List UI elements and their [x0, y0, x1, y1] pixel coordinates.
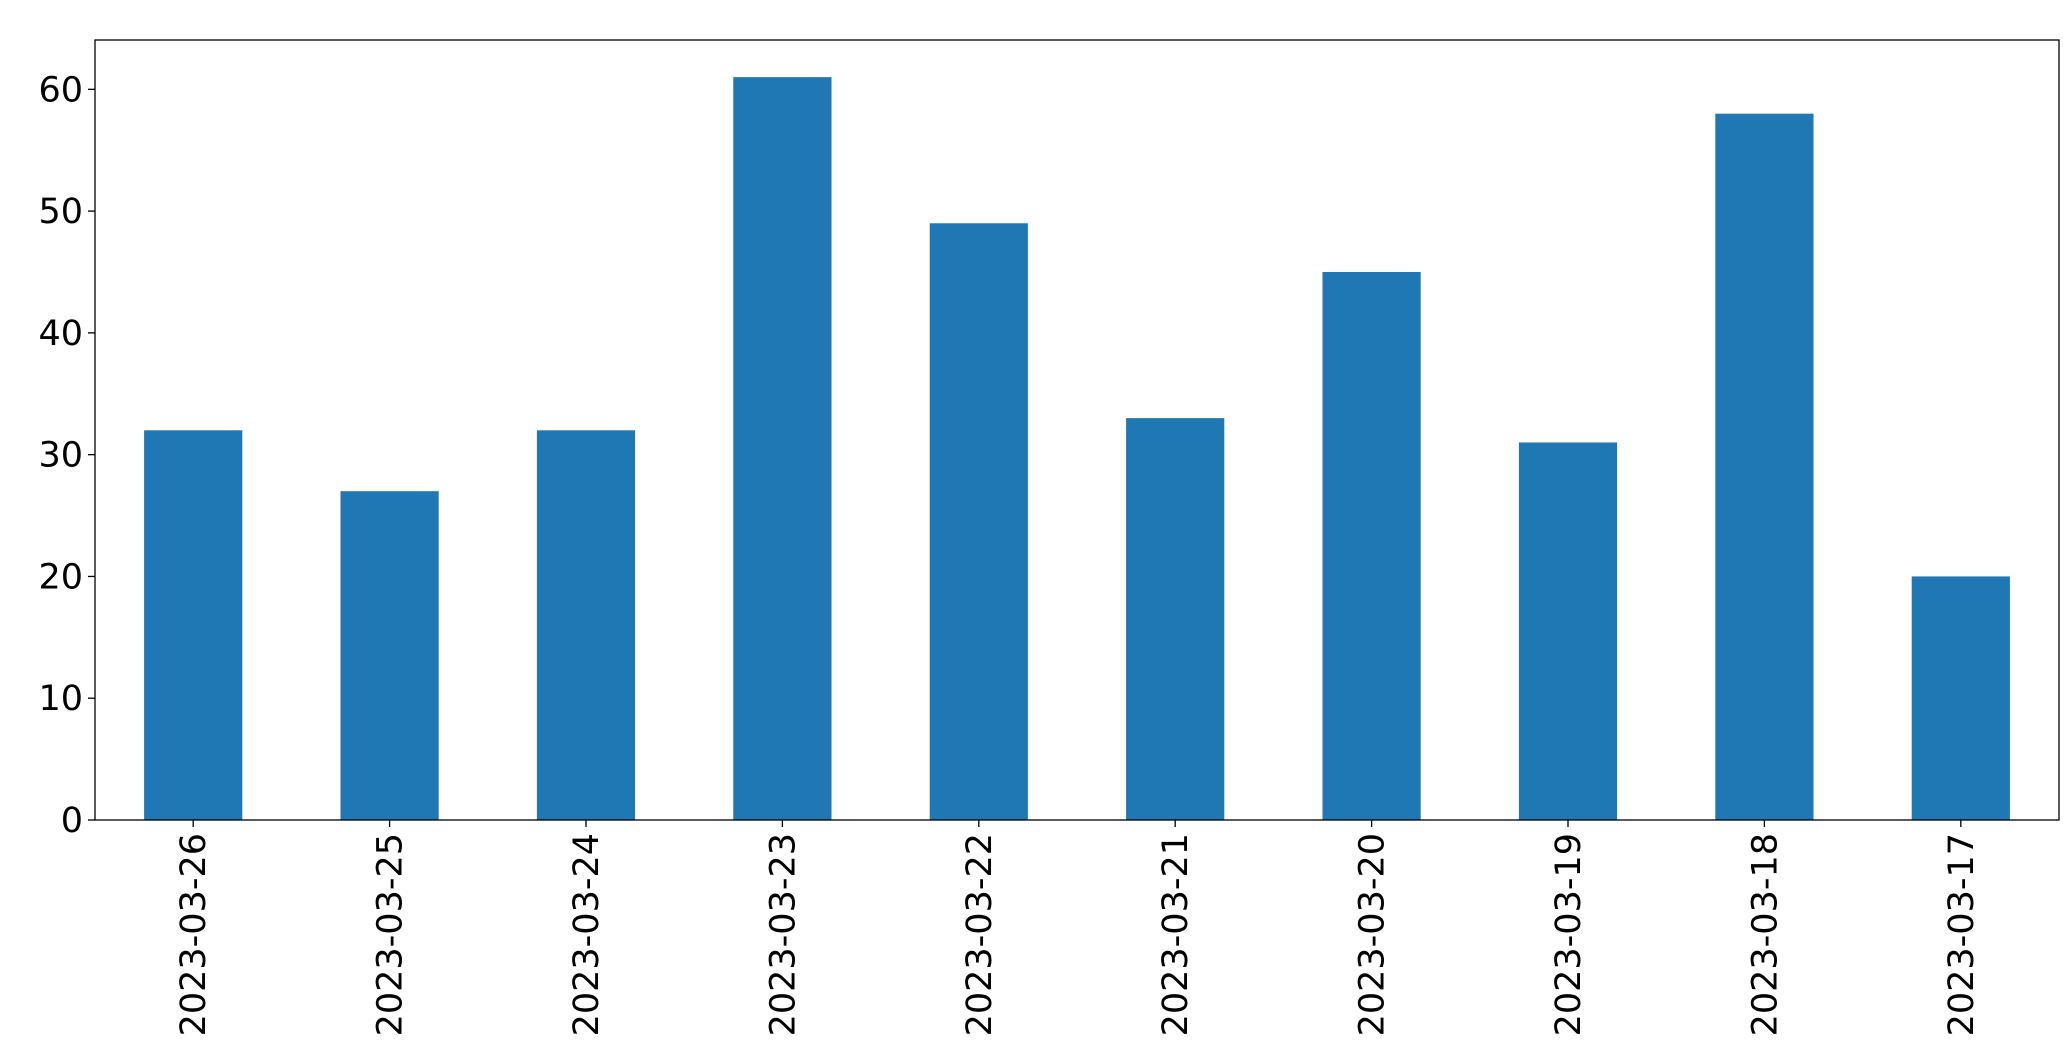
bar — [340, 491, 439, 820]
x-tick-label: 2023-03-21 — [1156, 833, 1196, 1036]
x-tick-label: 2023-03-25 — [371, 833, 411, 1036]
x-tick-label: 2023-03-23 — [763, 833, 803, 1036]
y-tick-label: 20 — [38, 557, 83, 597]
y-tick-label: 10 — [38, 679, 83, 719]
bar — [1911, 576, 2010, 820]
plot-frame — [94, 39, 2060, 821]
y-tick-label: 50 — [38, 192, 83, 232]
bar — [1715, 113, 1814, 820]
bar — [1518, 442, 1618, 820]
x-tick-label: 2023-03-22 — [960, 833, 1000, 1036]
bar — [733, 77, 832, 820]
y-tick-label: 0 — [61, 801, 83, 841]
x-tick-label: 2023-03-18 — [1745, 833, 1785, 1036]
bar — [1322, 271, 1421, 821]
x-tick-label: 2023-03-20 — [1353, 833, 1393, 1036]
y-tick-label: 40 — [38, 314, 83, 354]
x-tick-label: 2023-03-19 — [1549, 833, 1589, 1036]
x-tick-label: 2023-03-24 — [567, 833, 607, 1036]
bar — [929, 223, 1028, 820]
bar — [536, 430, 636, 820]
y-tick-label: 30 — [38, 436, 83, 476]
bar — [144, 430, 243, 820]
x-tick-label: 2023-03-26 — [174, 833, 214, 1036]
x-tick-label: 2023-03-17 — [1942, 833, 1982, 1036]
bar — [1126, 418, 1225, 820]
y-tick-label: 60 — [38, 70, 83, 110]
